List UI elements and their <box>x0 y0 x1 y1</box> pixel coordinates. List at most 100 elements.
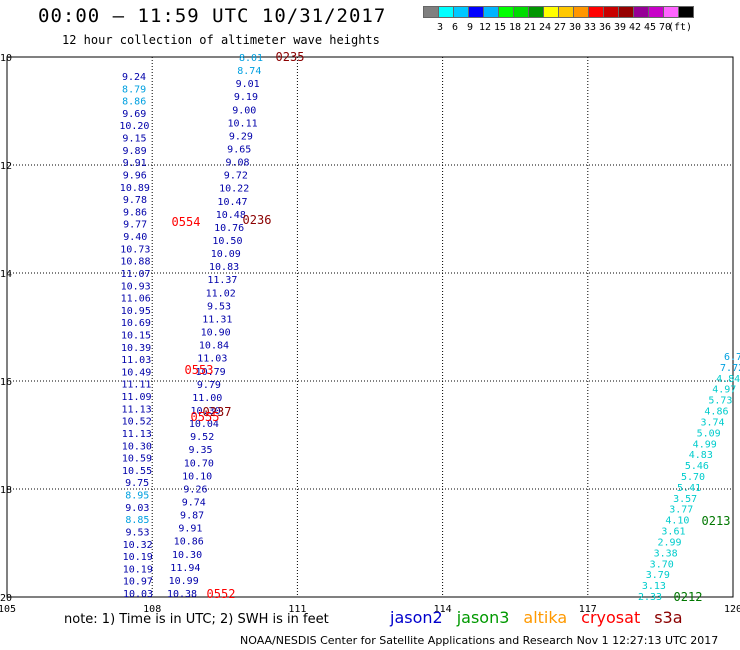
wave-height-value: 2.99 <box>657 537 681 548</box>
wave-height-value: 3.70 <box>650 559 674 570</box>
wave-height-value: 9.24 <box>122 72 146 83</box>
legend-label: 15 <box>493 22 507 33</box>
pass-time-label: 0235 <box>276 50 305 64</box>
wave-height-value: 9.35 <box>188 445 212 456</box>
satellite-label-cryosat: cryosat <box>581 608 641 627</box>
wave-height-value: 9.40 <box>123 232 147 243</box>
wave-height-value: 9.15 <box>122 134 146 145</box>
wave-height-value: 9.53 <box>207 301 231 312</box>
longitude-tick-label: 111 <box>288 604 306 615</box>
wave-height-value: 10.70 <box>184 458 214 469</box>
legend-label: 6 <box>451 22 459 33</box>
wave-height-value: 11.09 <box>121 392 151 403</box>
wave-height-value: 10.48 <box>216 210 246 221</box>
legend-label: 39 <box>613 22 627 33</box>
wave-height-value: 9.08 <box>225 158 249 169</box>
wave-height-value: 9.96 <box>123 170 147 181</box>
legend-label: 9 <box>466 22 474 33</box>
wave-height-value: 3.61 <box>661 527 685 538</box>
wave-height-value: 5.70 <box>681 472 705 483</box>
wave-height-value: 8.01 <box>239 53 263 64</box>
wave-height-value: 11.11 <box>121 380 151 391</box>
wave-height-value: 3.57 <box>673 494 697 505</box>
wave-height-value: 10.86 <box>174 537 204 548</box>
pass-time-label: 0237 <box>203 405 232 419</box>
wave-height-value: 4.10 <box>665 516 689 527</box>
latitude-tick-label: 16 <box>0 377 12 388</box>
wave-height-value: 8.86 <box>122 97 146 108</box>
wave-height-value: 11.13 <box>122 404 152 415</box>
wave-height-value: 9.86 <box>123 207 147 218</box>
satellite-legend: jason2 jason3 altika cryosat s3a <box>390 608 697 627</box>
pass-time-label: 0555 <box>191 410 220 424</box>
wave-height-value: 3.38 <box>654 548 678 559</box>
wave-height-value: 10.04 <box>189 419 219 430</box>
pass-time-label: 0212 <box>674 590 703 604</box>
legend-label: 70 <box>658 22 672 33</box>
legend-label: 36 <box>598 22 612 33</box>
wave-height-value: 11.37 <box>207 275 237 286</box>
wave-height-value: 9.89 <box>123 146 147 157</box>
legend-label: 30 <box>568 22 582 33</box>
wave-height-value: 4.97 <box>712 385 736 396</box>
wave-height-value: 7.72 <box>720 363 740 374</box>
wave-height-value: 11.06 <box>121 294 151 305</box>
wave-height-value: 10.79 <box>196 367 226 378</box>
legend-label: 33 <box>583 22 597 33</box>
wave-height-value: 9.74 <box>182 497 206 508</box>
wave-height-value: 8.74 <box>237 66 261 77</box>
pass-time-label: 0236 <box>243 213 272 227</box>
wave-height-value: 10.89 <box>120 183 150 194</box>
wave-height-value: 10.10 <box>182 471 212 482</box>
wave-height-value: 10.50 <box>212 236 242 247</box>
wave-height-value: 8.95 <box>125 491 149 502</box>
wave-height-value: 10.30 <box>122 441 152 452</box>
wave-height-value: 10.15 <box>121 331 151 342</box>
latitude-tick-label: 12 <box>0 161 12 172</box>
wave-height-value: 10.19 <box>123 552 153 563</box>
units-note: note: 1) Time is in UTC; 2) SWH is in fe… <box>64 612 329 627</box>
page-title: 00:00 – 11:59 UTC 10/31/2017 <box>38 5 387 27</box>
wave-height-value: 4.86 <box>704 407 728 418</box>
wave-height-value: 10.30 <box>191 406 221 417</box>
wave-height-value: 4.99 <box>693 439 717 450</box>
wave-height-value: 10.76 <box>214 223 244 234</box>
wave-height-value: 6.71 <box>724 352 740 363</box>
wave-height-value: 10.39 <box>121 343 151 354</box>
wave-height-value: 5.73 <box>708 396 732 407</box>
wave-height-value: 10.20 <box>119 121 149 132</box>
wave-height-value: 3.79 <box>646 570 670 581</box>
wave-height-value: 11.02 <box>206 288 236 299</box>
wave-height-value: 8.79 <box>122 84 146 95</box>
legend-label: (ft) <box>667 22 693 33</box>
wave-height-value: 9.69 <box>122 109 146 120</box>
wave-height-value: 10.88 <box>120 257 150 268</box>
page-subtitle: 12 hour collection of altimeter wave hei… <box>62 33 380 47</box>
wave-height-value: 10.32 <box>123 540 153 551</box>
axis-ticks: 105 108 111 114 117 120 10 12 14 16 18 20 <box>0 53 740 615</box>
wave-height-value: 8.85 <box>125 515 149 526</box>
wave-height-value: 10.73 <box>120 244 150 255</box>
wave-height-value: 9.00 <box>232 105 256 116</box>
credit-line: NOAA/NESDIS Center for Satellite Applica… <box>240 634 719 647</box>
satellite-label-s3a: s3a <box>654 608 683 627</box>
longitude-tick-label: 108 <box>143 604 161 615</box>
pass-time-label: 0552 <box>207 587 236 601</box>
wave-height-value: 9.91 <box>123 158 147 169</box>
wave-height-value: 11.94 <box>170 563 200 574</box>
wave-height-value: 5.09 <box>697 428 721 439</box>
legend-label: 3 <box>436 22 444 33</box>
longitude-tick-label: 105 <box>0 604 16 615</box>
pass-time-label: 0554 <box>172 215 201 229</box>
wave-height-value: 9.03 <box>125 503 149 514</box>
wave-height-value: 10.55 <box>122 466 152 477</box>
wave-height-value: 10.59 <box>122 454 152 465</box>
wave-height-value: 5.46 <box>685 461 709 472</box>
wave-height-value: 11.07 <box>120 269 150 280</box>
wave-height-value: 11.13 <box>122 429 152 440</box>
wave-height-value: 11.31 <box>202 314 232 325</box>
wave-height-value: 10.93 <box>121 281 151 292</box>
latitude-tick-label: 20 <box>0 593 12 604</box>
